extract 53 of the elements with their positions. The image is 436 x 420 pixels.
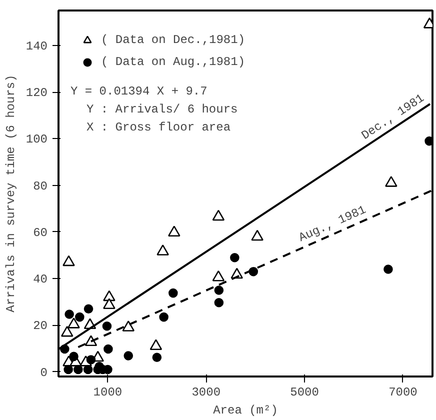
point	[230, 252, 240, 262]
point	[168, 288, 178, 298]
point	[103, 298, 116, 309]
point	[124, 351, 134, 360]
x-tick-label: 1000	[93, 386, 122, 400]
point	[69, 352, 78, 362]
point	[86, 355, 96, 364]
point	[102, 322, 112, 331]
point	[62, 255, 75, 266]
point	[424, 136, 432, 146]
y-tick-label: 60	[33, 226, 48, 240]
legend-label: ( Data on Dec.,1981)	[101, 33, 246, 47]
point	[64, 310, 74, 319]
point	[248, 266, 258, 276]
point	[214, 286, 224, 295]
point	[68, 318, 80, 328]
point	[156, 244, 169, 256]
point	[84, 304, 94, 314]
y-tick-label: 20	[33, 319, 48, 334]
y-tick-label: 0	[40, 366, 48, 380]
x-tick-label: 3000	[192, 386, 221, 400]
point	[75, 312, 84, 322]
point	[152, 352, 162, 362]
point	[83, 364, 93, 374]
y-tick-label: 80	[33, 179, 48, 194]
point	[251, 230, 264, 241]
y-tick-label: 140	[26, 39, 48, 54]
legend-label: ( Data on Aug.,1981)	[101, 55, 246, 69]
annotation: Aug., 1981	[296, 202, 368, 246]
y-tick-label: 40	[33, 272, 48, 287]
x-tick-label: 7000	[388, 386, 418, 400]
annotation: Y = 0.01394 X + 9.7	[70, 84, 208, 98]
point	[212, 270, 225, 282]
point	[103, 290, 116, 302]
annotation: X : Gross floor area	[86, 120, 231, 134]
annotation: Y : Arrivals/ 6 hours	[86, 102, 238, 116]
point	[159, 312, 168, 322]
point	[168, 226, 180, 236]
x-tick-label: 5000	[290, 386, 319, 400]
y-tick-label: 100	[26, 132, 48, 147]
point	[122, 320, 135, 332]
point	[60, 326, 74, 337]
point	[212, 210, 225, 221]
point	[214, 298, 224, 308]
point	[384, 264, 393, 274]
point	[64, 364, 73, 374]
x-axis-title: Area (m²)	[213, 404, 278, 418]
y-axis-title: Arrivals in survey time (6 hours)	[4, 74, 18, 312]
point	[104, 344, 113, 354]
y-tick-label: 120	[26, 86, 48, 100]
point	[150, 339, 162, 350]
point	[74, 364, 83, 374]
point	[385, 176, 398, 187]
